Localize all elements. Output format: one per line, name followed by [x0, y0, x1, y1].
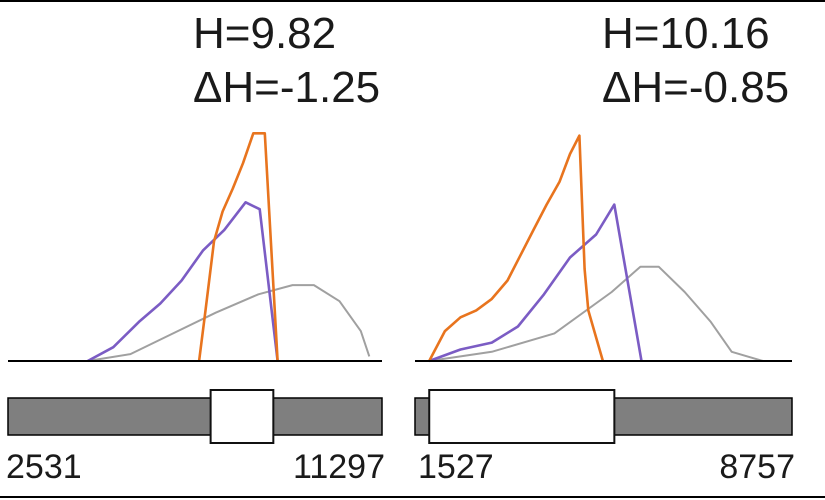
panel-2-purple-curve	[428, 203, 643, 363]
panel-1-entropy: H=9.82	[193, 9, 337, 58]
panel-2-entropy: H=10.16	[602, 9, 770, 58]
panel-2-window-box	[428, 389, 616, 444]
panel-2-range-min-label: 1527	[418, 448, 494, 486]
panel-1-range-min-label: 2531	[6, 448, 82, 486]
panel-2-range-max-label: 8757	[719, 448, 795, 486]
bottom-border	[0, 496, 825, 498]
panel-1-orange-curve	[197, 132, 279, 362]
panel-1-entropy-delta: ΔH=-1.25	[193, 63, 381, 112]
panel-1-window-box	[209, 389, 275, 444]
panel-2-gray-curve	[429, 265, 764, 362]
top-border	[0, 0, 825, 2]
panel-1-range-bar	[7, 397, 383, 436]
panel-1-purple-curve	[87, 201, 279, 363]
panel-1-gray-curve	[87, 284, 371, 362]
panel-2-entropy-delta: ΔH=-0.85	[602, 63, 790, 112]
panel-1-range-max-label: 11297	[292, 448, 385, 486]
panel-2-orange-curve	[428, 134, 605, 362]
